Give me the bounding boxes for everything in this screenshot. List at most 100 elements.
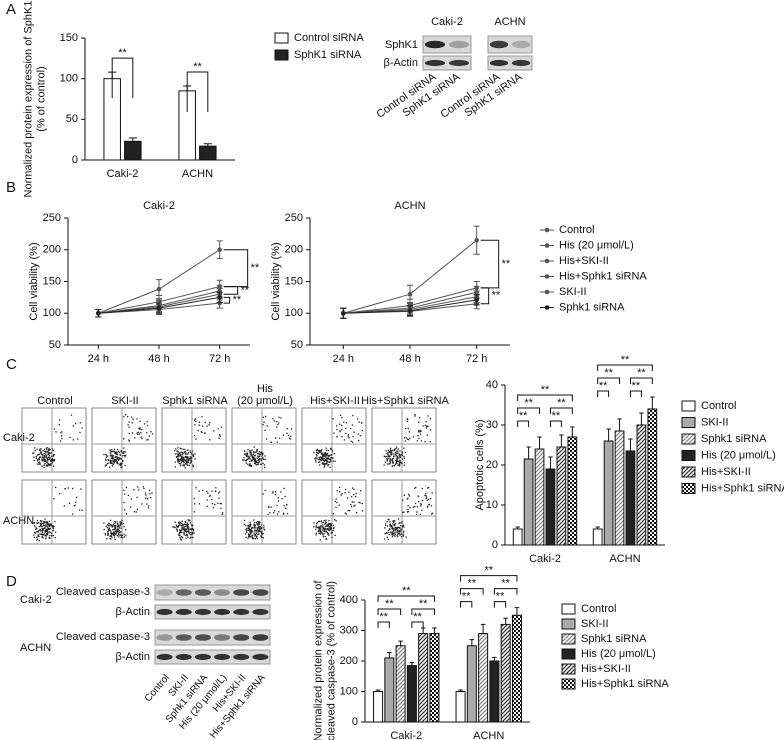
flow-dot [108,528,110,530]
flow-dot [259,454,261,456]
flow-dot [289,438,292,440]
flow-dot [252,458,254,460]
flow-dot [260,531,262,533]
flow-dot [426,425,428,428]
flow-dot [328,534,330,536]
flow-dot [37,460,39,462]
flow-dot [273,510,276,512]
significance-bracket [460,601,473,608]
flow-dot [326,538,328,540]
flow-dot [209,494,211,496]
flow-dot [253,533,256,535]
flow-dot [254,457,256,459]
bar [545,468,556,546]
flow-dot [278,511,280,513]
flow-dot [348,491,350,493]
flow-dot [318,461,320,463]
flow-dot [34,532,37,534]
flow-dot [387,452,389,454]
flow-dot [174,521,176,523]
flow-dot [259,526,261,528]
flow-dot [407,497,409,499]
flow-dot [111,532,113,534]
flow-dot [103,522,105,524]
flow-dot [388,455,390,457]
flow-dot [317,530,320,532]
flow-dot [247,458,250,460]
flow-dot [119,524,121,526]
flow-dot [386,536,388,538]
flow-dot [120,458,123,460]
flow-dot [388,451,390,453]
flow-dot [187,452,189,455]
significance-label: ** [501,578,510,590]
legend-label: His+SKI-II [559,255,609,267]
flow-dot [183,531,185,533]
flow-dot [253,455,256,457]
significance-bracket [111,57,134,99]
flow-dot [185,462,187,465]
flow-dot [119,521,121,523]
flow-dot [47,523,49,525]
flow-dot [387,454,389,456]
flow-dot [336,501,338,504]
legend-swatch [561,678,576,690]
flow-dot [253,523,256,526]
y-tick-label: 50 [49,339,61,351]
flow-dot [103,528,105,531]
flow-dot [391,465,393,467]
flow-dot [398,530,400,532]
flow-dot [209,422,211,424]
flow-dot [324,453,326,455]
flow-dot [247,455,249,457]
flow-dot [393,523,396,525]
flow-dot [257,523,259,525]
flow-dot [249,460,251,463]
flow-dot [38,459,41,461]
flow-dot [50,458,53,461]
flow-dot [43,458,45,461]
flow-dot [109,449,111,451]
flow-dot [408,431,410,433]
significance-label: ** [193,61,202,73]
flow-dot [429,429,432,431]
flow-dot [243,519,246,522]
flow-dot [399,534,401,536]
flow-dot [180,461,183,464]
flow-dot [280,417,282,419]
flow-dot [398,454,400,456]
flow-dot [404,440,406,442]
flow-dot [60,432,62,434]
flow-dot [53,498,55,500]
flow-dot [43,464,45,466]
flow-dot [325,457,327,460]
flow-dot [201,431,203,434]
flow-dot [179,531,181,534]
flow-plot [371,407,437,473]
flow-dot [329,466,331,468]
flow-dot [110,532,112,534]
flow-dot [186,523,188,526]
flow-dot [325,459,327,462]
flow-dot [350,440,352,442]
flow-dot [315,449,318,452]
legend-swatch [681,400,696,412]
flow-dot [114,524,116,527]
flow-dot [328,463,330,466]
significance-bracket [549,407,573,414]
flow-dot [359,435,362,437]
error-bar [503,617,508,625]
flow-dot [183,461,185,463]
significance-bracket [629,377,653,384]
flow-dot [250,460,253,462]
flow-dot [261,455,263,457]
bar [406,665,417,723]
flow-dot [328,529,330,531]
x-tick-label: ACHN [473,730,504,740]
flow-dot [177,453,179,456]
bar [489,660,500,723]
flow-dot [106,526,108,529]
flow-dot [43,460,46,462]
flow-dot [347,509,349,512]
flow-dot [336,435,338,438]
